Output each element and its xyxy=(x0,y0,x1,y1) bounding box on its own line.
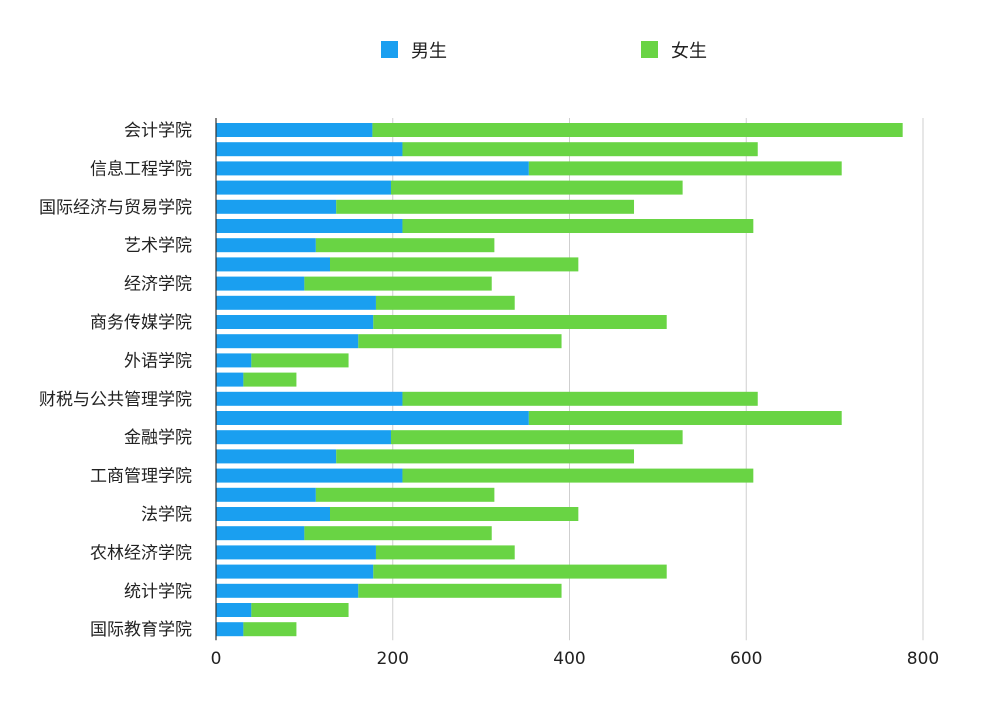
bar-female-22 xyxy=(375,545,515,560)
category-label: 农林经济学院 xyxy=(90,543,192,563)
bar-female-12 xyxy=(251,353,349,368)
category-label: 外语学院 xyxy=(124,351,192,371)
bar-male-19 xyxy=(216,487,316,502)
bar-male-12 xyxy=(216,353,252,368)
x-tick-label: 800 xyxy=(907,649,939,669)
bar-female-15 xyxy=(528,411,842,425)
bar-male-13 xyxy=(216,372,244,387)
bar-female-20 xyxy=(330,507,579,521)
bar-female-4 xyxy=(336,199,635,214)
bar-male-15 xyxy=(216,411,529,425)
gridlines xyxy=(392,118,924,641)
bar-female-17 xyxy=(336,449,635,464)
legend-swatch xyxy=(381,41,398,58)
bar-male-20 xyxy=(216,507,331,521)
bar-female-13 xyxy=(243,372,297,387)
bar-female-2 xyxy=(528,161,842,176)
bar-male-25 xyxy=(216,603,252,617)
legend-item-female: 女生 xyxy=(641,41,707,62)
category-label: 会计学院 xyxy=(124,121,192,141)
bar-female-9 xyxy=(375,295,515,310)
bar-male-0 xyxy=(216,123,373,137)
bar-female-23 xyxy=(373,564,667,579)
x-tick-label: 600 xyxy=(730,649,762,669)
bar-female-19 xyxy=(315,487,495,502)
bar-female-24 xyxy=(358,583,562,598)
bar-female-26 xyxy=(243,622,297,637)
bar-male-9 xyxy=(216,295,376,310)
category-label: 财税与公共管理学院 xyxy=(39,390,192,410)
bar-male-11 xyxy=(216,334,359,349)
bar-female-7 xyxy=(330,257,579,272)
legend-label: 男生 xyxy=(411,41,447,62)
bar-female-0 xyxy=(372,123,903,137)
bar-male-4 xyxy=(216,199,337,214)
category-label: 国际经济与贸易学院 xyxy=(39,198,192,218)
bar-female-8 xyxy=(304,276,492,291)
bar-male-2 xyxy=(216,161,529,176)
bar-male-26 xyxy=(216,622,244,637)
bar-male-7 xyxy=(216,257,331,272)
y-axis: 会计学院信息工程学院国际经济与贸易学院艺术学院经济学院商务传媒学院外语学院财税与… xyxy=(39,118,217,641)
legend-item-male: 男生 xyxy=(381,41,447,62)
category-label: 经济学院 xyxy=(124,275,192,295)
bar-male-16 xyxy=(216,430,391,445)
legend: 男生 女生 xyxy=(381,41,707,62)
bar-male-8 xyxy=(216,276,305,291)
bar-female-6 xyxy=(315,238,495,253)
bar-male-10 xyxy=(216,315,374,329)
bar-male-22 xyxy=(216,545,376,560)
category-label: 信息工程学院 xyxy=(90,159,192,179)
bar-female-3 xyxy=(390,180,683,195)
legend-label: 女生 xyxy=(671,41,707,62)
bar-female-25 xyxy=(251,603,349,617)
category-label: 法学院 xyxy=(141,505,192,525)
bar-male-3 xyxy=(216,180,391,195)
bar-female-16 xyxy=(390,430,683,445)
bar-male-24 xyxy=(216,583,359,598)
category-label: 统计学院 xyxy=(124,582,192,602)
category-label: 艺术学院 xyxy=(124,236,192,256)
bar-male-18 xyxy=(216,468,403,483)
bar-female-10 xyxy=(373,315,667,329)
x-tick-label: 200 xyxy=(377,649,409,669)
category-label: 商务传媒学院 xyxy=(90,313,192,333)
bar-male-23 xyxy=(216,564,374,579)
x-tick-label: 400 xyxy=(553,649,585,669)
bar-male-21 xyxy=(216,526,305,541)
legend-swatch xyxy=(641,41,658,58)
category-label: 金融学院 xyxy=(124,428,192,448)
bar-female-11 xyxy=(358,334,562,349)
bar-female-21 xyxy=(304,526,492,541)
bar-male-6 xyxy=(216,238,316,253)
bar-male-14 xyxy=(216,391,403,406)
bar-female-18 xyxy=(402,468,754,483)
bars xyxy=(216,123,903,637)
category-label: 工商管理学院 xyxy=(90,467,192,487)
bar-female-14 xyxy=(402,391,758,406)
bar-female-1 xyxy=(402,142,758,157)
x-tick-label: 0 xyxy=(211,649,222,669)
x-axis: 0 200 400 600 800 xyxy=(211,649,940,669)
category-label: 国际教育学院 xyxy=(90,620,192,640)
bar-male-17 xyxy=(216,449,337,464)
bar-male-1 xyxy=(216,142,403,157)
bar-male-5 xyxy=(216,219,403,233)
bar-female-5 xyxy=(402,219,754,233)
